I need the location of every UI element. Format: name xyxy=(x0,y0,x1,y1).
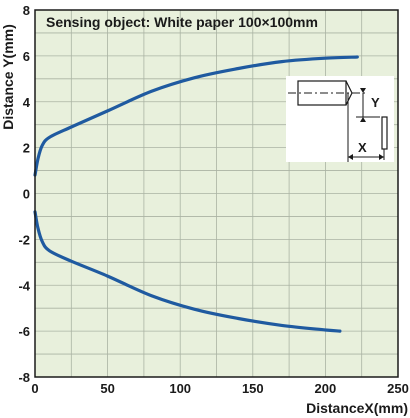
y-tick-label: -8 xyxy=(18,370,30,385)
x-arrow-left xyxy=(348,154,353,160)
upper-curve xyxy=(33,55,359,177)
curves xyxy=(33,55,359,333)
y-tick-label: -4 xyxy=(18,278,30,293)
y-tick-label: 8 xyxy=(23,3,30,18)
x-tick-label: 100 xyxy=(169,381,191,396)
x-arrow-right xyxy=(379,154,384,160)
sensor-diagram: Y X xyxy=(286,76,394,162)
y-tick-label: -6 xyxy=(18,324,30,339)
annotation: Sensing object: White paper 100×100mm xyxy=(46,14,318,30)
lower-curve xyxy=(33,210,342,333)
y-arrow-bottom xyxy=(360,117,366,122)
x-tick-label: 250 xyxy=(387,381,409,396)
x-tick-label: 150 xyxy=(242,381,264,396)
y-tick-label: 0 xyxy=(23,187,30,202)
y-tick-label: -2 xyxy=(18,232,30,247)
y-tick-label: 2 xyxy=(23,141,30,156)
x-tick-label: 200 xyxy=(315,381,337,396)
tick-labels: 0 50 100 150 200 250 8 6 4 2 0 -2 -4 -6 -8 xyxy=(18,3,408,396)
y-tick-label: 4 xyxy=(23,95,31,110)
target-object xyxy=(381,116,388,150)
x-tick-label: 50 xyxy=(100,381,114,396)
y-arrow-top xyxy=(360,88,366,93)
x-tick-label: 0 xyxy=(31,381,38,396)
y-dimension-label: Y xyxy=(371,95,380,110)
y-axis-title: Distance Y(mm) xyxy=(0,24,16,130)
plot-frame xyxy=(34,9,399,378)
x-axis-title: DistanceX(mm) xyxy=(306,400,408,416)
y-tick-label: 6 xyxy=(23,49,30,64)
x-dimension-label: X xyxy=(358,140,367,155)
